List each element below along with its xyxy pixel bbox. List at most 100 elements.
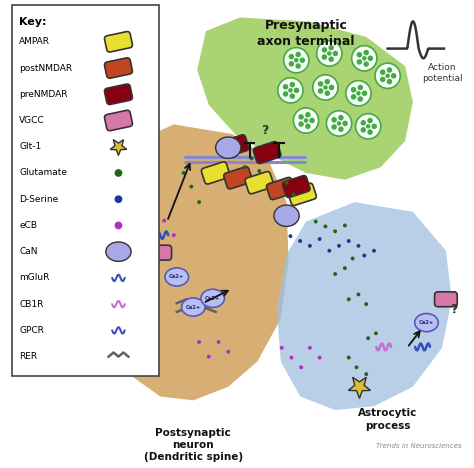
Circle shape (380, 69, 385, 75)
Circle shape (323, 225, 328, 228)
Polygon shape (109, 124, 289, 400)
Circle shape (328, 45, 334, 51)
FancyBboxPatch shape (224, 167, 252, 189)
Ellipse shape (182, 298, 205, 316)
Circle shape (305, 124, 310, 129)
Circle shape (361, 120, 366, 125)
Circle shape (115, 221, 122, 229)
FancyBboxPatch shape (201, 162, 230, 184)
Text: Ca2+: Ca2+ (419, 320, 434, 325)
Circle shape (115, 195, 122, 203)
Text: Glt-1: Glt-1 (19, 142, 42, 151)
Circle shape (323, 85, 328, 90)
Circle shape (366, 124, 371, 129)
Circle shape (290, 93, 295, 99)
Circle shape (357, 96, 363, 102)
Circle shape (380, 77, 385, 82)
Text: Key:: Key: (19, 16, 47, 27)
Circle shape (257, 169, 261, 173)
Circle shape (322, 47, 327, 53)
Circle shape (289, 234, 292, 238)
Text: GPCR: GPCR (19, 326, 44, 335)
FancyBboxPatch shape (104, 31, 132, 52)
FancyBboxPatch shape (149, 245, 172, 260)
Circle shape (284, 181, 289, 184)
Circle shape (343, 224, 347, 227)
Circle shape (299, 366, 303, 369)
Circle shape (351, 87, 356, 93)
Text: eCB: eCB (19, 221, 37, 230)
Text: CaN: CaN (19, 247, 38, 256)
Circle shape (305, 112, 310, 117)
Circle shape (182, 171, 185, 175)
Circle shape (327, 111, 352, 136)
FancyBboxPatch shape (11, 5, 159, 376)
FancyBboxPatch shape (288, 183, 316, 205)
Text: mGluR: mGluR (19, 273, 50, 282)
Circle shape (300, 58, 305, 63)
Circle shape (347, 297, 351, 301)
Circle shape (325, 79, 330, 84)
Circle shape (328, 249, 331, 253)
Circle shape (364, 50, 369, 55)
FancyBboxPatch shape (266, 177, 295, 200)
Circle shape (298, 121, 304, 127)
Circle shape (347, 356, 351, 359)
Circle shape (293, 108, 319, 133)
Circle shape (308, 244, 312, 248)
Circle shape (190, 184, 193, 189)
Text: AMPAR: AMPAR (19, 37, 50, 46)
Text: Postsynaptic
neuron
(Dendritic spine): Postsynaptic neuron (Dendritic spine) (144, 428, 243, 462)
Polygon shape (348, 377, 371, 398)
Ellipse shape (165, 268, 189, 286)
Text: Trends in Neurosciences: Trends in Neurosciences (376, 443, 462, 449)
FancyBboxPatch shape (221, 135, 249, 157)
Circle shape (364, 61, 369, 67)
Circle shape (283, 84, 288, 89)
Circle shape (318, 81, 323, 87)
Circle shape (243, 165, 247, 169)
Circle shape (366, 336, 370, 340)
Circle shape (356, 292, 360, 296)
Circle shape (355, 366, 358, 369)
Circle shape (328, 85, 334, 90)
Circle shape (295, 63, 301, 69)
FancyBboxPatch shape (245, 172, 273, 194)
Polygon shape (110, 139, 127, 155)
Text: preNMDAR: preNMDAR (19, 90, 68, 99)
FancyBboxPatch shape (104, 84, 132, 104)
Circle shape (372, 249, 376, 253)
Text: Ca2+: Ca2+ (186, 305, 201, 309)
Circle shape (356, 114, 381, 139)
Circle shape (361, 127, 366, 132)
Circle shape (289, 54, 294, 59)
Circle shape (351, 256, 355, 260)
Circle shape (318, 356, 321, 359)
Circle shape (351, 94, 356, 100)
Text: postNMDAR: postNMDAR (19, 64, 73, 73)
Circle shape (356, 59, 362, 65)
Text: Ca2+: Ca2+ (169, 274, 184, 279)
Text: Action
potential: Action potential (422, 63, 462, 83)
Text: RER: RER (19, 352, 37, 361)
Circle shape (375, 63, 400, 88)
Circle shape (385, 73, 390, 78)
Circle shape (387, 79, 392, 84)
Circle shape (290, 356, 293, 359)
Text: Ca2+: Ca2+ (205, 296, 220, 301)
Circle shape (308, 346, 312, 350)
Circle shape (356, 244, 360, 248)
Circle shape (298, 239, 302, 243)
Circle shape (357, 85, 363, 90)
Ellipse shape (415, 314, 438, 332)
Circle shape (298, 114, 304, 120)
FancyBboxPatch shape (283, 176, 310, 197)
Circle shape (328, 57, 334, 62)
Circle shape (356, 91, 361, 95)
Circle shape (333, 51, 338, 56)
FancyBboxPatch shape (104, 58, 132, 78)
Circle shape (362, 90, 367, 96)
Circle shape (317, 41, 342, 66)
Circle shape (343, 266, 347, 270)
Circle shape (289, 61, 294, 66)
